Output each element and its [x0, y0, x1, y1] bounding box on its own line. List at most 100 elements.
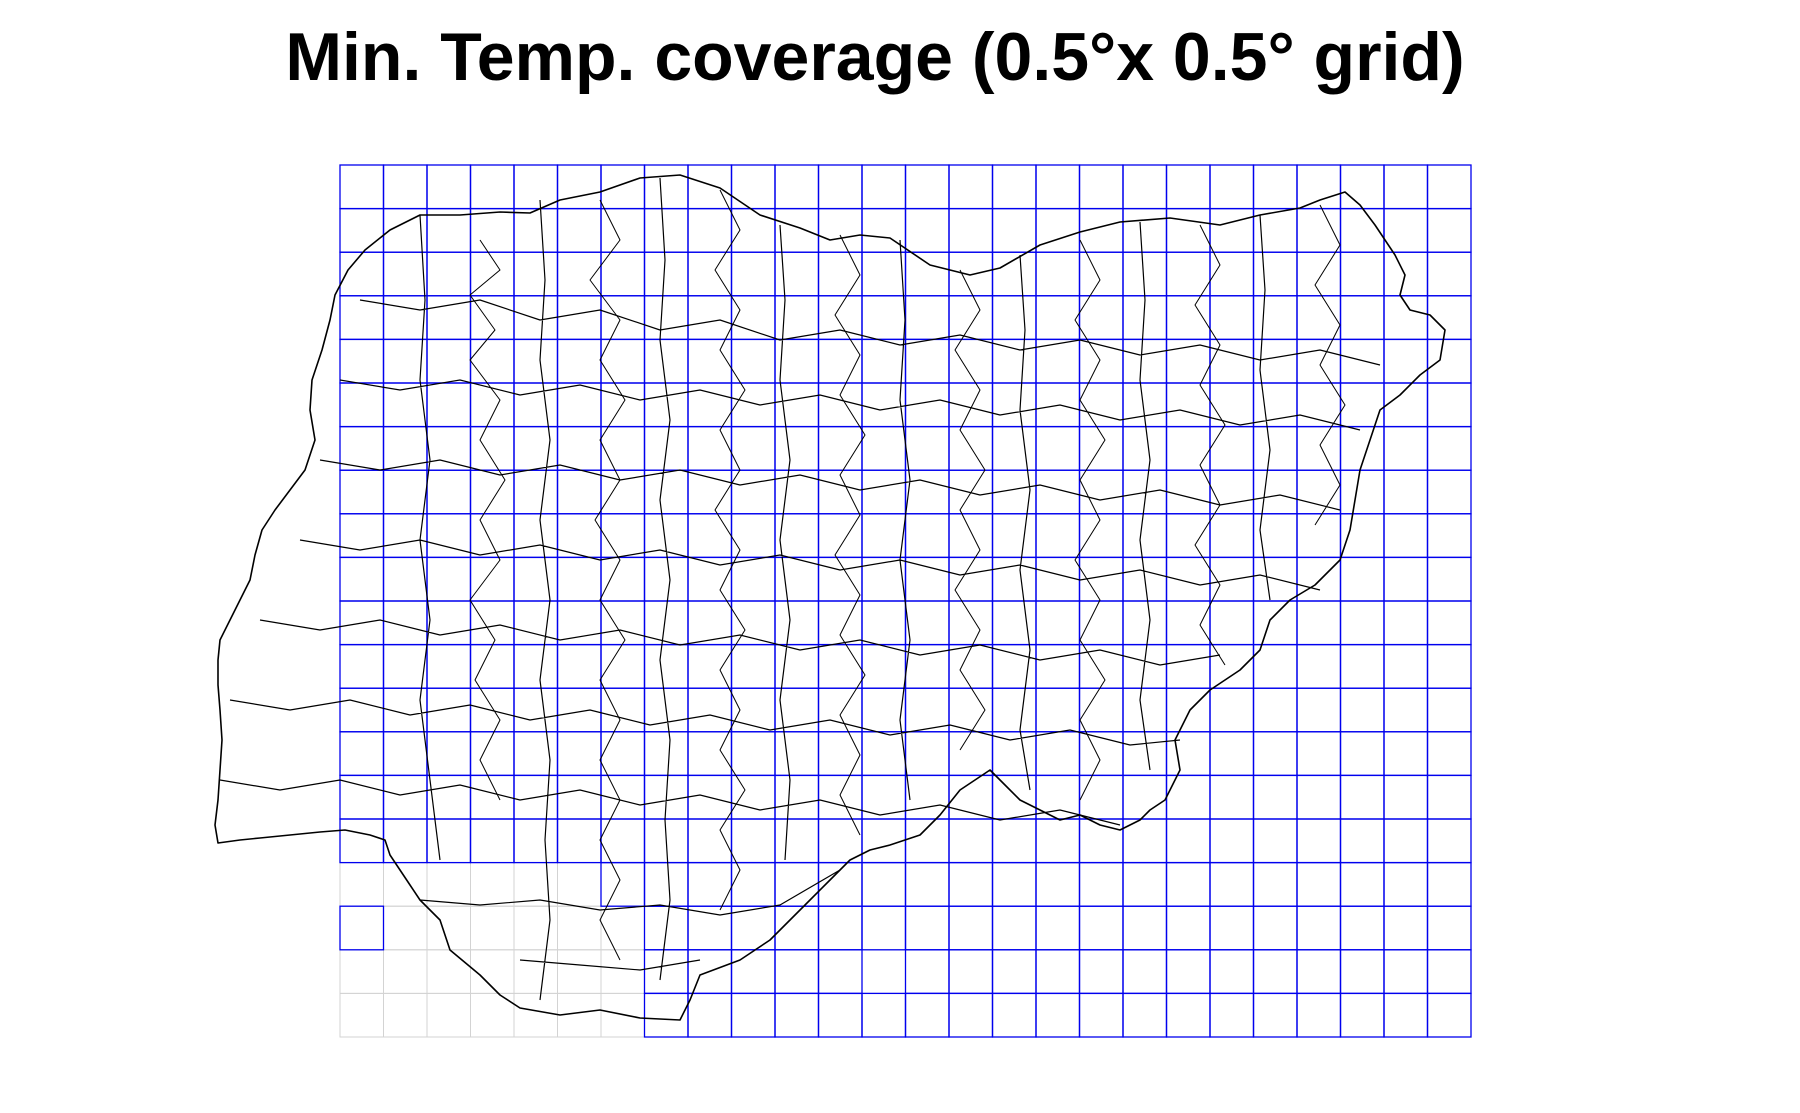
grid-cell-covered: [1209, 295, 1255, 341]
grid-cell-covered: [556, 425, 602, 471]
grid-cell-covered: [1383, 687, 1429, 733]
grid-cell-covered: [1296, 251, 1342, 297]
grid-cell-covered: [991, 425, 1037, 471]
grid-cell-covered: [774, 992, 820, 1038]
grid-cell-covered: [774, 556, 820, 602]
grid-cell-covered: [1165, 731, 1211, 777]
grid-cell-covered: [1339, 774, 1385, 820]
grid-cell-covered: [1252, 818, 1298, 864]
grid-cell-covered: [1426, 905, 1472, 951]
grid-cell-covered: [991, 687, 1037, 733]
grid-cell-covered: [991, 818, 1037, 864]
grid-cell-covered: [1426, 687, 1472, 733]
grid-cell-covered: [1426, 949, 1472, 995]
grid-cell-covered: [469, 469, 515, 515]
grid-cell-covered: [1426, 731, 1472, 777]
grid-cell-covered: [1035, 251, 1081, 297]
grid-cell-covered: [991, 774, 1037, 820]
grid-cell-covered: [1209, 469, 1255, 515]
grid-cell-covered: [1426, 513, 1472, 559]
grid-cell-covered: [600, 251, 646, 297]
grid-cell-covered: [339, 469, 385, 515]
grid-cell-covered: [774, 295, 820, 341]
grid-cell-covered: [730, 731, 776, 777]
grid-cell-covered: [600, 731, 646, 777]
grid-cell-covered: [1078, 382, 1124, 428]
grid-cell-covered: [1122, 600, 1168, 646]
grid-cell-covered: [948, 818, 994, 864]
grid-cell-covered: [556, 818, 602, 864]
grid-cell-covered: [1383, 425, 1429, 471]
grid-cell-covered: [339, 164, 385, 210]
grid-cell-covered: [1252, 992, 1298, 1038]
grid-cell-covered: [817, 687, 863, 733]
grid-cell-covered: [1035, 992, 1081, 1038]
grid-cell-covered: [1035, 556, 1081, 602]
grid-cell-covered: [1165, 600, 1211, 646]
grid-cell-covered: [1209, 207, 1255, 253]
grid-cell-covered: [904, 338, 950, 384]
grid-cell-covered: [948, 905, 994, 951]
grid-cell-covered: [513, 469, 559, 515]
grid-cell-covered: [1252, 861, 1298, 907]
grid-cell-covered: [1252, 774, 1298, 820]
grid-cell-covered: [556, 600, 602, 646]
grid-cell-covered: [1035, 295, 1081, 341]
grid-cell-covered: [861, 425, 907, 471]
grid-cell-covered: [904, 905, 950, 951]
grid-cell-covered: [339, 207, 385, 253]
grid-cell-covered: [687, 207, 733, 253]
grid-cell-covered: [904, 425, 950, 471]
grid-cell-covered: [1122, 513, 1168, 559]
grid-cell-covered: [1078, 861, 1124, 907]
grid-cell-covered: [1426, 207, 1472, 253]
grid-cell-covered: [1209, 861, 1255, 907]
grid-cell-covered: [426, 164, 472, 210]
grid-cell-covered: [469, 818, 515, 864]
grid-cell-covered: [1165, 382, 1211, 428]
grid-cell-covered: [1165, 949, 1211, 995]
grid-cell-uncovered: [426, 862, 471, 907]
grid-cell-covered: [1296, 425, 1342, 471]
grid-cell-covered: [730, 992, 776, 1038]
grid-cell-covered: [991, 251, 1037, 297]
grid-cell-covered: [469, 643, 515, 689]
grid-cell-covered: [1383, 513, 1429, 559]
grid-cell-covered: [1209, 338, 1255, 384]
grid-cell-covered: [1296, 731, 1342, 777]
grid-cell-covered: [1383, 905, 1429, 951]
grid-cell-covered: [861, 207, 907, 253]
grid-cell-covered: [382, 731, 428, 777]
grid-cell-covered: [948, 251, 994, 297]
grid-cell-covered: [861, 687, 907, 733]
grid-cell-covered: [1035, 600, 1081, 646]
grid-cell-covered: [556, 295, 602, 341]
grid-cell-covered: [556, 774, 602, 820]
grid-cell-covered: [1339, 600, 1385, 646]
grid-cell-covered: [1165, 687, 1211, 733]
grid-cell-covered: [1035, 949, 1081, 995]
grid-cell-covered: [904, 949, 950, 995]
grid-cell-covered: [861, 643, 907, 689]
grid-cell-covered: [904, 513, 950, 559]
grid-cell-covered: [730, 513, 776, 559]
grid-cell-covered: [1209, 949, 1255, 995]
grid-cell-covered: [774, 818, 820, 864]
grid-cell-covered: [469, 207, 515, 253]
grid-cell-covered: [513, 251, 559, 297]
grid-cell-covered: [1252, 295, 1298, 341]
grid-cell-uncovered: [513, 992, 558, 1038]
grid-cell-covered: [426, 251, 472, 297]
nigeria-lga-outline: [214, 174, 1446, 1021]
grid-cell-covered: [904, 992, 950, 1038]
grid-cell-covered: [1165, 556, 1211, 602]
grid-cell-covered: [687, 338, 733, 384]
grid-cell-covered: [991, 164, 1037, 210]
grid-cell-covered: [382, 251, 428, 297]
grid-cell-covered: [687, 643, 733, 689]
grid-cell-covered: [339, 382, 385, 428]
grid-cell-covered: [948, 513, 994, 559]
grid-cell-covered: [774, 251, 820, 297]
grid-cell-covered: [1122, 687, 1168, 733]
